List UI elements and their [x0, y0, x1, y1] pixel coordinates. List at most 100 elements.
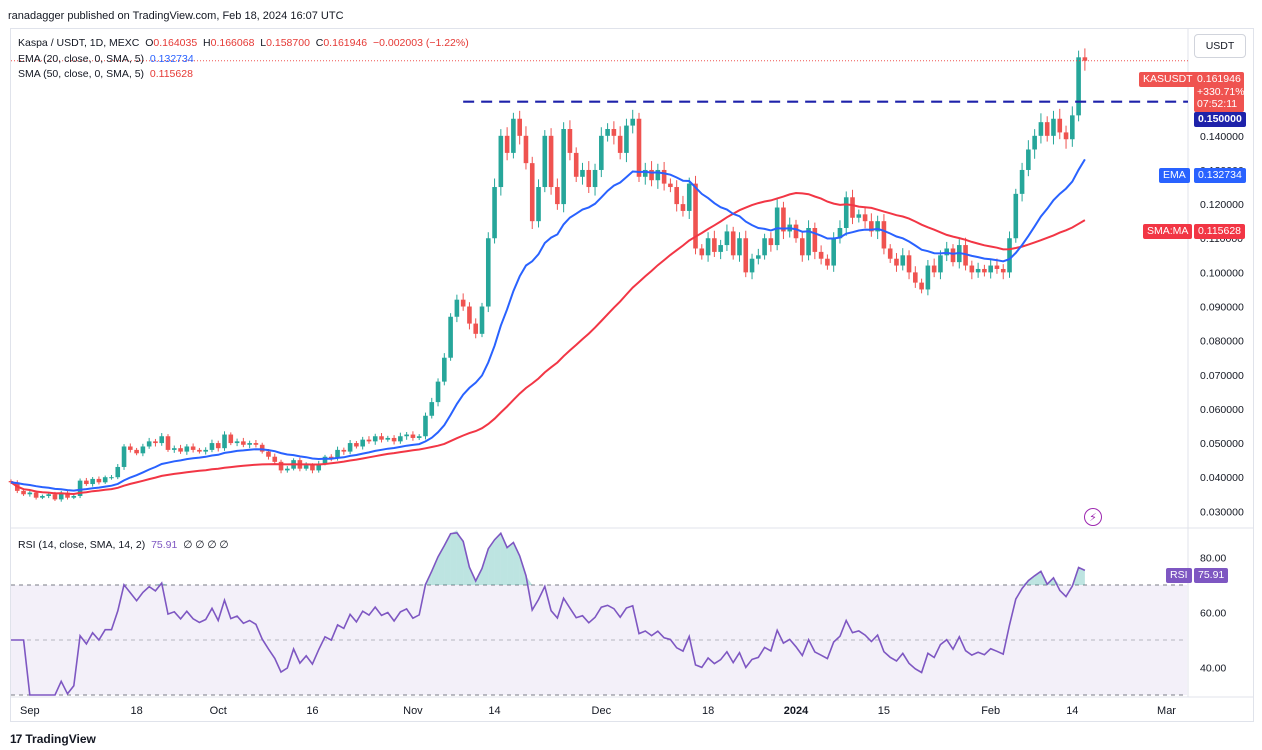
candle-body: [209, 443, 215, 450]
ema-legend-label: EMA (20, close, 0, SMA, 5): [18, 53, 145, 65]
candle-body: [58, 492, 64, 500]
candle-body: [862, 214, 868, 222]
candle-body: [756, 255, 761, 259]
candle-body: [354, 443, 359, 447]
rsi-overbought-fill: [161, 583, 168, 585]
price-tick-label: 0.090000: [1200, 302, 1244, 314]
candle-body: [159, 436, 165, 444]
candle-body: [988, 265, 993, 273]
candle-body: [385, 437, 391, 440]
candle-body: [102, 477, 108, 483]
candle-body: [743, 238, 749, 273]
high-value: 0.166068: [210, 37, 255, 49]
candle-body: [768, 238, 774, 246]
rsi-legend-label: RSI (14, close, SMA, 14, 2): [18, 539, 146, 551]
candle-body: [818, 251, 824, 259]
candle-body: [674, 187, 679, 205]
candle-body: [536, 187, 541, 222]
candle-body: [982, 268, 987, 273]
candle-body: [762, 238, 767, 256]
currency-button[interactable]: USDT: [1194, 34, 1246, 58]
candle-body: [115, 466, 121, 478]
rsi-overbought-fill: [482, 548, 489, 585]
candle-body: [906, 255, 912, 273]
candle-body: [77, 480, 83, 496]
candle-body: [869, 221, 874, 232]
rsi-overbought-fill: [431, 556, 439, 585]
candle-body: [793, 224, 799, 239]
sma-legend[interactable]: SMA (50, close, 0, SMA, 5) 0.115628: [18, 68, 193, 80]
price-tick-label: 0.040000: [1200, 472, 1244, 484]
candle-body: [341, 449, 347, 452]
candle-body: [931, 265, 937, 273]
high-label: H: [203, 37, 211, 49]
low-label: L: [260, 37, 267, 49]
candle-body: [347, 443, 353, 452]
price-tag: 0.161946 +330.71% 07:52:11: [1194, 72, 1245, 112]
candle-body: [404, 434, 409, 437]
tradingview-brand[interactable]: 17 TradingView: [10, 732, 96, 746]
candle-body: [624, 125, 629, 153]
candle-body: [184, 446, 190, 452]
candle-body: [887, 248, 893, 259]
candle-body: [1082, 57, 1088, 61]
rsi-overbought-fill: [1028, 575, 1035, 585]
candle-body: [197, 449, 202, 452]
candle-body: [247, 443, 252, 445]
candle-body: [668, 183, 673, 188]
candle-body: [391, 437, 397, 442]
candle-body: [975, 268, 981, 273]
candle-body: [398, 436, 403, 442]
price-tick-label: 0.030000: [1200, 506, 1244, 518]
lightning-icon[interactable]: ⚡: [1084, 508, 1102, 526]
price-tick-label: 0.070000: [1200, 370, 1244, 382]
candle-body: [699, 248, 705, 256]
candle-body: [222, 434, 227, 449]
candle-body: [718, 245, 723, 252]
candle-body: [1038, 122, 1044, 136]
candle-body: [504, 135, 510, 153]
ema-legend-value: 0.132734: [149, 53, 194, 65]
candle-body: [812, 228, 818, 252]
sma-tag-value: 0.115628: [1194, 224, 1246, 239]
symbol-label[interactable]: Kaspa / USDT, 1D, MEXC: [18, 37, 140, 49]
rsi-legend[interactable]: RSI (14, close, SMA, 14, 2) 75.91 ∅ ∅ ∅ …: [18, 539, 229, 551]
rsi-overbought-fill: [456, 530, 464, 585]
candle-body: [680, 204, 686, 211]
candle-body: [806, 228, 811, 256]
candle-body: [605, 129, 610, 136]
candle-body: [310, 465, 315, 471]
time-tick-label: Feb: [981, 705, 1000, 717]
candle-body: [1032, 135, 1037, 150]
ema-tag-value: 0.132734: [1194, 168, 1246, 183]
candle-body: [548, 135, 554, 188]
rsi-overbought-fill: [500, 533, 508, 585]
candle-body: [781, 207, 786, 232]
candle-body: [1057, 118, 1063, 133]
low-value: 0.158700: [266, 37, 310, 49]
candle-body: [1051, 118, 1056, 136]
sma-tag-name: SMA:MA: [1143, 224, 1193, 239]
candle-body: [938, 255, 943, 273]
candle-body: [178, 448, 183, 452]
candle-body: [285, 468, 290, 471]
candle-body: [128, 446, 133, 450]
rsi-tick-label: 40.00: [1200, 663, 1226, 675]
candle-body: [561, 129, 566, 205]
candle-body: [636, 118, 642, 177]
candle-body: [372, 436, 378, 442]
candle-body: [442, 357, 447, 382]
candle-body: [649, 169, 654, 181]
brand-label: TradingView: [25, 732, 96, 746]
candle-body: [460, 299, 466, 307]
ema-legend[interactable]: EMA (20, close, 0, SMA, 5) 0.132734: [18, 53, 194, 65]
rsi-overbought-fill: [463, 541, 470, 585]
rsi-tick-label: 60.00: [1200, 608, 1226, 620]
candle-body: [856, 214, 862, 218]
tradingview-logo-icon: 17: [10, 732, 22, 746]
price-tag-name: KASUSDT: [1139, 72, 1197, 87]
time-tick-label: 15: [878, 705, 890, 717]
rsi-overbought-fill: [450, 530, 457, 585]
ohlc-legend: Kaspa / USDT, 1D, MEXC O0.164035 H0.1660…: [18, 37, 469, 49]
